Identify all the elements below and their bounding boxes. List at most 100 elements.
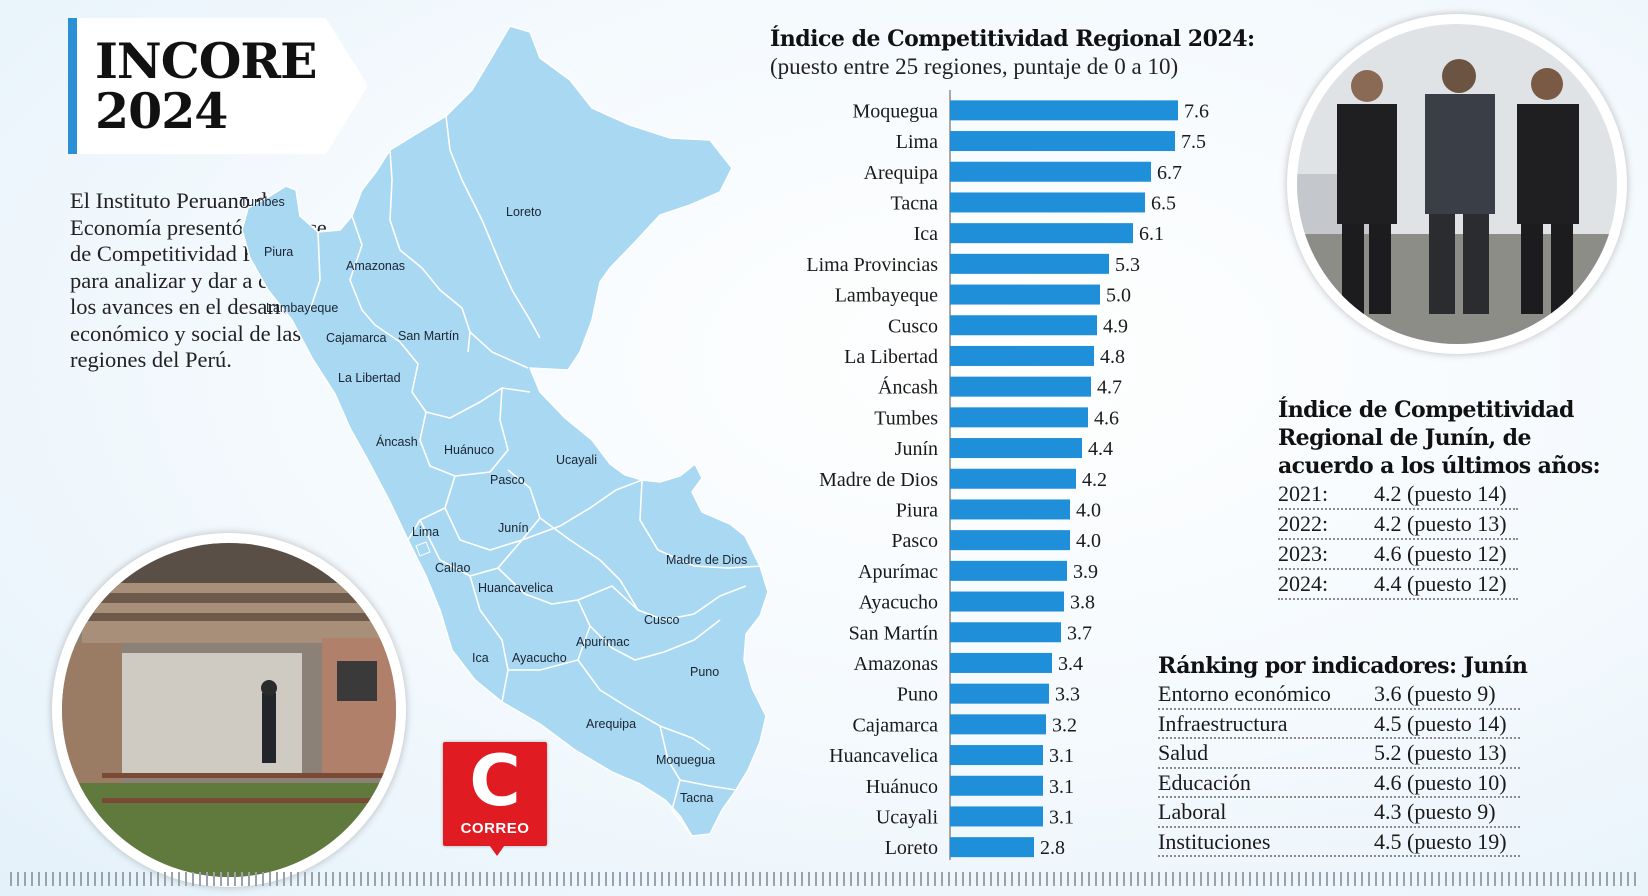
bar: [950, 468, 1076, 489]
map-label-lima: Lima: [412, 525, 439, 539]
ranking-row: Salud 5.2 (puesto 13): [1158, 739, 1520, 769]
value-label: 5.0: [1106, 285, 1131, 307]
bars-group: Moquegua 7.6 Lima 7.5 Arequipa 6.7 Tacna 6.5 Ica…: [806, 100, 1209, 859]
map-label-ancash: Áncash: [376, 434, 418, 449]
category-label: Lima: [896, 131, 938, 153]
category-label: Madre de Dios: [819, 469, 938, 491]
map-label-ica: Ica: [472, 651, 489, 665]
police-photo-image: [1297, 24, 1617, 344]
ranking-title: Ránking por indicadores: Junín: [1158, 653, 1528, 679]
bar: [950, 622, 1061, 643]
value-label: 5.3: [1115, 254, 1140, 276]
ranking-row: Educación 4.6 (puesto 10): [1158, 769, 1520, 798]
category-label: Ayacucho: [859, 592, 938, 614]
bar: [950, 806, 1043, 827]
ranking-row: Instituciones 4.5 (puesto 19): [1158, 828, 1520, 857]
value-label: 3.1: [1049, 745, 1074, 767]
map-label-tacna: Tacna: [680, 791, 713, 805]
value-label: 4.9: [1103, 315, 1128, 337]
history-year: 2023:: [1278, 541, 1329, 566]
value-label: 7.5: [1181, 131, 1206, 153]
map-label-loreto: Loreto: [506, 205, 541, 219]
category-label: Apurímac: [858, 561, 938, 583]
map-label-tumbes: Tumbes: [240, 195, 285, 209]
history-row: 2024: 4.4 (puesto 12): [1278, 570, 1518, 600]
bar: [950, 652, 1052, 673]
map-label-san-martin: San Martín: [398, 329, 459, 343]
map-label-la-libertad: La Libertad: [338, 371, 401, 385]
bar: [950, 284, 1100, 305]
bar-chart: Moquegua 7.6 Lima 7.5 Arequipa 6.7 Tacna 6.5 Ica…: [806, 90, 1209, 860]
history-value: 4.6 (puesto 12): [1374, 541, 1507, 566]
ranking-panel: Ránking por indicadores: Junín Entorno e…: [1158, 652, 1618, 857]
bar: [950, 745, 1043, 766]
junin-history-rows: 2021: 4.2 (puesto 14) 2022: 4.2 (puesto …: [1278, 480, 1618, 600]
building-photo-illustration: [62, 543, 396, 877]
value-label: 6.5: [1151, 192, 1176, 214]
bar: [950, 683, 1049, 704]
history-year: 2024:: [1278, 571, 1329, 596]
bar: [950, 223, 1133, 244]
history-value: 4.2 (puesto 14): [1374, 481, 1507, 506]
map-label-cusco: Cusco: [644, 613, 679, 627]
value-label: 4.2: [1082, 469, 1107, 491]
map-label-piura: Piura: [264, 245, 293, 259]
building-photo-image: [62, 543, 396, 877]
map-label-huancavelica: Huancavelica: [478, 581, 553, 595]
junin-history-panel: Índice de Competitividad Regional de Jun…: [1278, 396, 1618, 600]
title-accent-bar: [68, 18, 77, 154]
bar: [950, 775, 1043, 796]
map-label-junin: Junín: [498, 521, 529, 535]
bar: [950, 345, 1094, 366]
history-value: 4.4 (puesto 12): [1374, 571, 1507, 596]
category-label: Arequipa: [864, 162, 939, 184]
map-label-lambayeque: Lambayeque: [266, 301, 338, 315]
ranking-row: Entorno económico 3.6 (puesto 9): [1158, 680, 1520, 710]
category-label: Huancavelica: [829, 745, 938, 767]
category-label: Cajamarca: [853, 714, 939, 736]
map-label-madre-de-dios: Madre de Dios: [666, 553, 747, 567]
map-label-amazonas: Amazonas: [346, 259, 405, 273]
value-label: 3.2: [1052, 714, 1077, 736]
value-label: 4.4: [1088, 438, 1113, 460]
building-photo: [52, 533, 406, 887]
ranking-indicator: Infraestructura: [1158, 710, 1288, 736]
bar: [950, 161, 1151, 182]
bar: [950, 253, 1109, 274]
ranking-value: 4.6 (puesto 10): [1374, 769, 1507, 795]
bottom-rule: [10, 872, 1640, 886]
bar: [950, 407, 1088, 428]
correo-logo: C CORREO: [443, 742, 547, 846]
map-label-cajamarca: Cajamarca: [326, 331, 386, 345]
value-label: 6.1: [1139, 223, 1164, 245]
map-label-apurimac: Apurímac: [576, 635, 630, 649]
value-label: 3.4: [1058, 653, 1083, 675]
bar: [950, 131, 1175, 152]
category-label: Tacna: [891, 192, 939, 214]
value-label: 3.7: [1067, 622, 1092, 644]
police-photo-illustration: [1297, 24, 1617, 344]
map-label-puno: Puno: [690, 665, 719, 679]
category-label: Loreto: [885, 837, 938, 859]
title-tag: [68, 18, 368, 154]
map-label-ucayali: Ucayali: [556, 453, 597, 467]
history-year: 2022:: [1278, 511, 1329, 536]
ranking-value: 3.6 (puesto 9): [1374, 681, 1496, 706]
history-row: 2023: 4.6 (puesto 12): [1278, 540, 1518, 570]
value-label: 4.7: [1097, 377, 1122, 399]
bar: [950, 591, 1064, 612]
category-label: Pasco: [891, 530, 938, 552]
ranking-row: Laboral 4.3 (puesto 9): [1158, 798, 1520, 828]
ranking-value: 4.5 (puesto 19): [1374, 828, 1507, 854]
map-label-moquegua: Moquegua: [656, 753, 715, 767]
category-label: Junín: [895, 438, 938, 460]
police-photo: [1287, 14, 1627, 354]
category-label: Cusco: [888, 315, 938, 337]
correo-logo-letter: C: [469, 740, 521, 822]
correo-logo-tail: [487, 842, 507, 856]
bar: [950, 192, 1145, 213]
value-label: 4.6: [1094, 407, 1119, 429]
peru-map: Tumbes Piura Lambayeque Cajamarca Amazon…: [240, 25, 769, 837]
category-label: Amazonas: [854, 653, 939, 675]
